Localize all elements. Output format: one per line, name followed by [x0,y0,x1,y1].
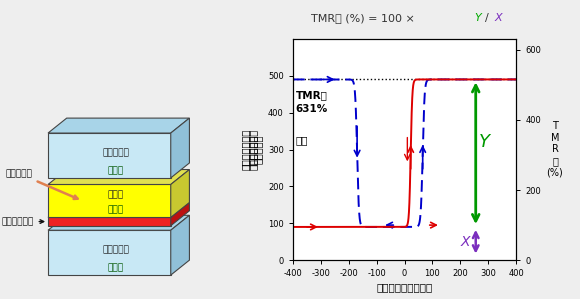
Text: /: / [485,13,489,23]
Polygon shape [48,215,190,230]
Polygon shape [171,170,190,217]
Text: Y: Y [479,133,490,151]
Y-axis label: 素子の電気抜抗
（オーム）: 素子の電気抜抗 （オーム） [241,129,262,170]
Text: 追酸化処理: 追酸化処理 [5,169,78,199]
Y-axis label: T
M
R
比
(%): T M R 比 (%) [546,121,563,178]
Text: TMR比
631%: TMR比 631% [296,91,328,114]
Text: 室温: 室温 [296,135,308,145]
Polygon shape [171,215,190,275]
Text: 単結晶: 単結晶 [108,263,124,272]
Polygon shape [171,118,190,178]
Text: （オーム）: （オーム） [248,135,258,164]
Polygon shape [48,217,171,226]
Polygon shape [48,133,171,178]
Polygon shape [171,202,190,226]
X-axis label: 外部磁場（ガウス）: 外部磁場（ガウス） [376,282,433,292]
Text: 絶縁層: 絶縁層 [108,190,124,199]
Polygon shape [48,184,171,217]
Text: 素子の電気抜抗: 素子の電気抜抗 [248,129,258,170]
Text: TMR比 (%) = 100 ×: TMR比 (%) = 100 × [311,13,418,23]
Text: 下部磁性層: 下部磁性層 [103,245,129,254]
Polygon shape [48,118,190,133]
Text: X: X [461,235,470,249]
Text: Y: Y [474,13,481,23]
Text: X: X [494,13,502,23]
Text: 単結晶: 単結晶 [108,205,124,214]
Text: 上部磁性層: 上部磁性層 [103,148,129,157]
Polygon shape [48,170,190,184]
Text: 単結晶: 単結晶 [108,166,124,175]
Polygon shape [48,202,190,217]
Text: マグネシウム: マグネシウム [1,217,43,226]
Polygon shape [48,230,171,275]
